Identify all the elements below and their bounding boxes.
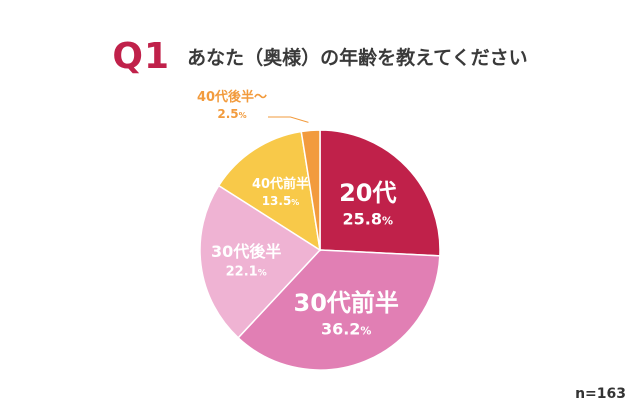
slice-unit: %	[258, 269, 267, 279]
question-title: あなた（奥様）の年齢を教えてください	[187, 47, 528, 69]
slice-category-label: 20代	[339, 179, 396, 207]
pie-labels: 20代 25.8% 30代前半 36.2% 30代後半 22.1% 40代前半 13.5% 40…	[197, 89, 399, 338]
sample-size: n=163	[575, 386, 626, 402]
pie-slice	[319, 129, 441, 257]
slice-unit: %	[239, 111, 247, 120]
slice-value: 22.1	[226, 265, 258, 280]
slice-value: 25.8	[343, 209, 382, 228]
slice-category-label: 30代前半	[294, 289, 399, 317]
slice-unit: %	[291, 198, 299, 207]
pie-slice	[199, 184, 322, 339]
slice-unit: %	[360, 324, 371, 337]
slice-category-label: 40代前半	[252, 176, 309, 192]
pie-slice	[300, 129, 321, 251]
pie-slice	[237, 249, 441, 371]
pie-slice	[217, 130, 322, 252]
question-number: Q1	[112, 36, 171, 77]
chart-header: Q1 あなた（奥様）の年齢を教えてください	[0, 36, 640, 77]
pie-slices	[199, 129, 441, 371]
slice-value-label: 25.8%	[343, 209, 394, 228]
slice-category-label: 40代後半～	[197, 89, 267, 105]
slice-value: 2.5	[217, 107, 238, 121]
slice-value-label: 36.2%	[321, 319, 372, 338]
slice-category-label: 30代後半	[211, 242, 281, 261]
slice-value: 13.5	[262, 194, 292, 208]
leader-line	[268, 116, 309, 123]
slice-value-label: 22.1%	[226, 265, 267, 280]
slice-unit: %	[382, 214, 393, 227]
slice-value-label: 2.5%	[217, 107, 246, 121]
slice-value-label: 13.5%	[262, 194, 300, 208]
slice-value: 36.2	[321, 319, 360, 338]
